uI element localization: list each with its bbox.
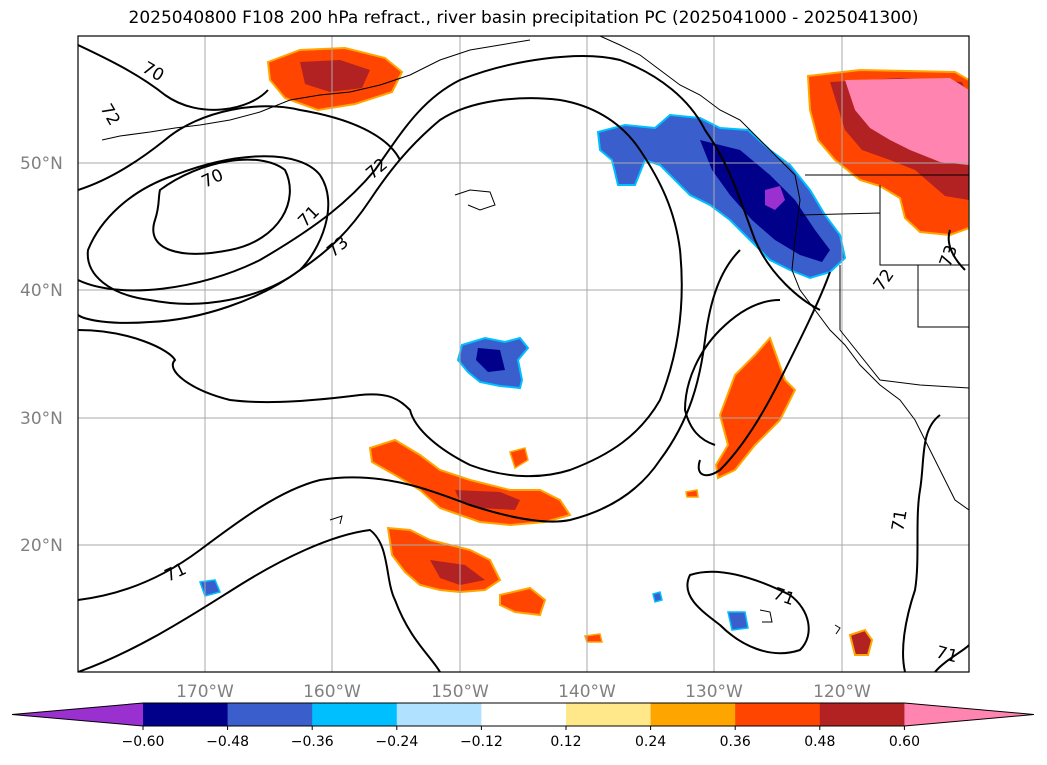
lon-label-170: 170°W [176, 682, 234, 702]
colorbar-tick-label: −0.60 [122, 734, 165, 750]
colorbar-segment [481, 703, 567, 726]
colorbar-segment [650, 703, 736, 726]
lon-label-140: 140°W [558, 682, 616, 702]
negative-anomaly-areas [198, 113, 847, 631]
colorbar-tick-label: 0.48 [804, 734, 835, 750]
lat-label-20: 20°N [20, 536, 63, 556]
coastlines [101, 36, 969, 635]
longitude-labels: 170°W 160°W 150°W 140°W 130°W 120°W [176, 682, 871, 702]
positive-anomaly-areas [266, 46, 969, 656]
contour-label: 71 [888, 508, 911, 533]
lat-label-50: 50°N [20, 154, 63, 174]
offshore-positive-area [714, 336, 797, 480]
refractivity-contours [78, 44, 969, 672]
colorbar-tick-label: 0.24 [635, 734, 666, 750]
colorbar: −0.60 −0.48 −0.36 −0.24 −0.12 0.12 0.24 0.36 0.4… [11, 702, 1035, 750]
colorbar-tick-label: −0.48 [206, 734, 249, 750]
colorbar-tick-label: −0.24 [375, 734, 418, 750]
colorbar-tick-label: −0.36 [291, 734, 334, 750]
colorbar-extend-right [904, 703, 1034, 726]
lat-label-30: 30°N [20, 409, 63, 429]
lat-label-40: 40°N [20, 281, 63, 301]
colorbar-tick-label: 0.12 [550, 734, 581, 750]
colorbar-segment [312, 703, 398, 726]
lon-label-160: 160°W [303, 682, 361, 702]
colorbar-tick-label: 0.36 [720, 734, 751, 750]
map-frame [77, 35, 970, 673]
lon-label-150: 150°W [431, 682, 489, 702]
map-panel: 70 72 70 71 72 73 72 73 71 71 71 71 [78, 36, 969, 672]
map-title: 2025040800 F108 200 hPa refract., river … [128, 8, 919, 28]
colorbar-segment [735, 703, 821, 726]
colorbar-segment [227, 703, 313, 726]
colorbar-segment [566, 703, 652, 726]
colorbar-segment [396, 703, 482, 726]
colorbar-extend-left [12, 703, 143, 726]
latitude-labels: 50°N 40°N 30°N 20°N [20, 154, 63, 556]
colorbar-segment [143, 703, 229, 726]
colorbar-tick-label: −0.12 [460, 734, 503, 750]
colorbar-segment [819, 703, 905, 726]
colorbar-tick-label: 0.60 [889, 734, 920, 750]
lon-label-130: 130°W [685, 682, 743, 702]
lon-label-120: 120°W [813, 682, 871, 702]
